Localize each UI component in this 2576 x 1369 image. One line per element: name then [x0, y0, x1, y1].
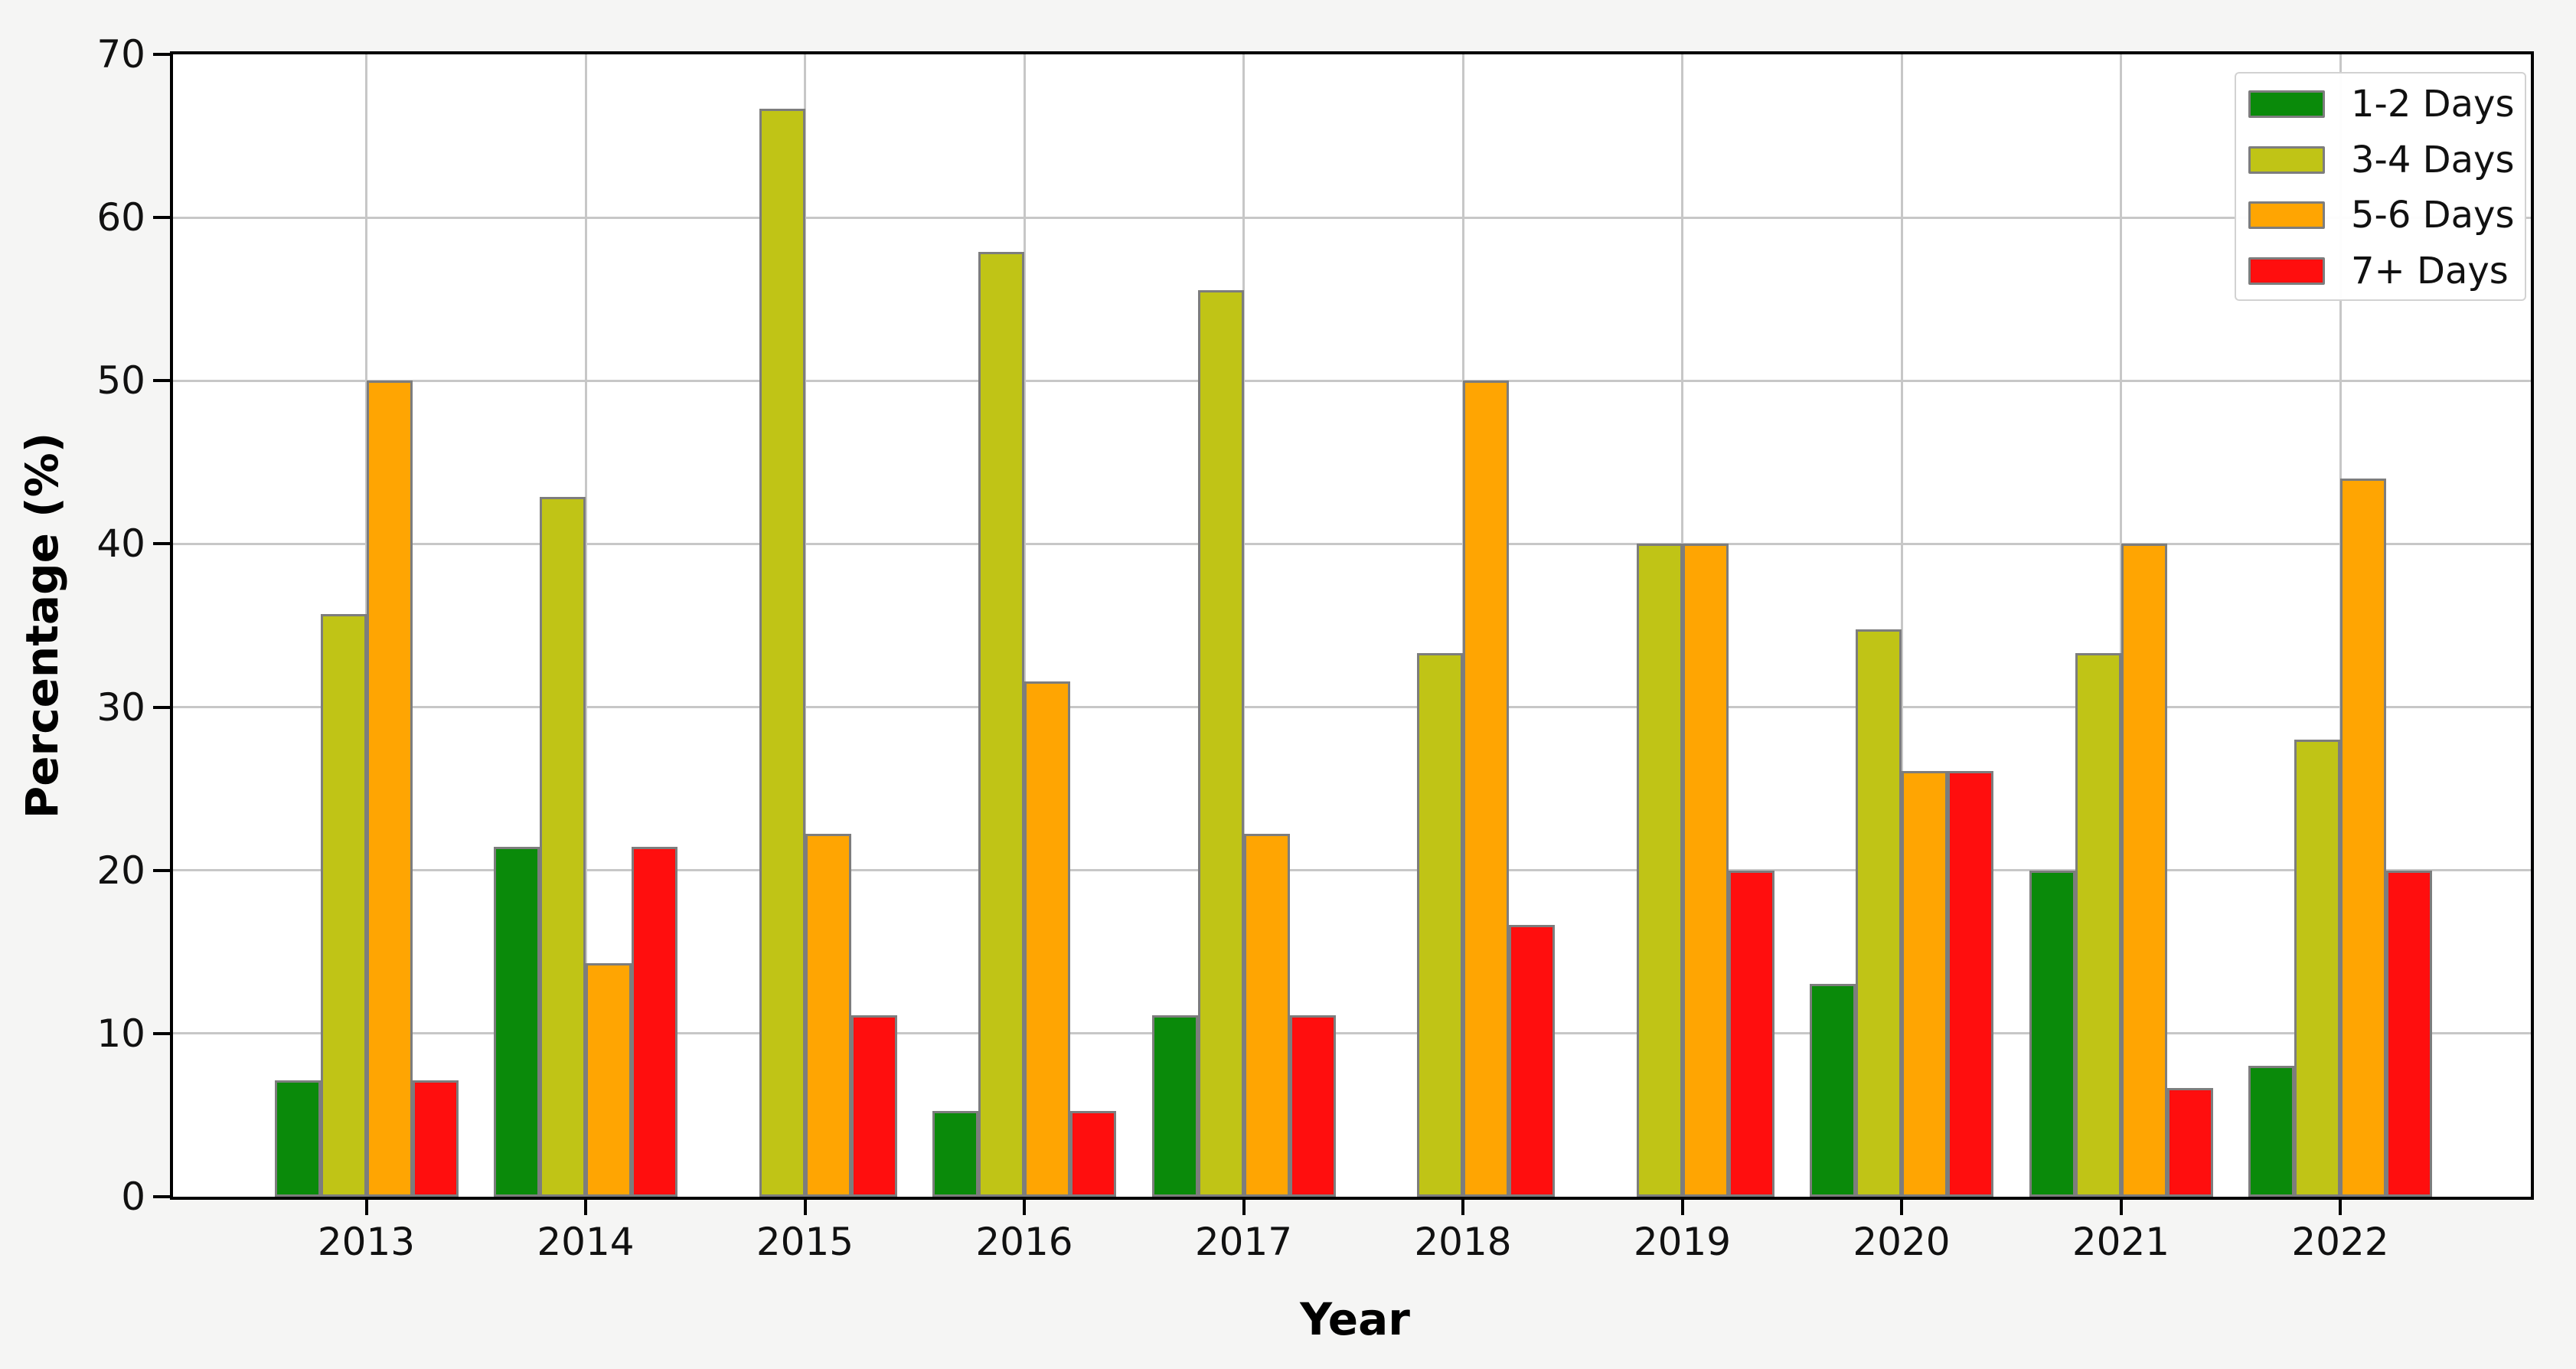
bar-2022-1-2-days: [2248, 1066, 2294, 1197]
bar-2014-5-6-days: [586, 963, 632, 1197]
y-tick-50: [153, 379, 170, 383]
y-tick-label-30: 30: [96, 684, 145, 730]
x-tick-label-2013: 2013: [317, 1220, 416, 1264]
x-tick-label-2014: 2014: [537, 1220, 635, 1264]
y-tick-label-70: 70: [96, 32, 145, 77]
x-tick-2021: [2119, 1200, 2123, 1215]
bar-2013-7-days: [412, 1080, 459, 1197]
gridline-y-60: [173, 216, 2531, 219]
bar-2018-5-6-days: [1463, 381, 1509, 1197]
gridline-x-2017: [1242, 54, 1245, 1197]
bar-2014-3-4-days: [540, 497, 586, 1197]
y-tick-60: [153, 216, 170, 220]
x-tick-label-2019: 2019: [1633, 1220, 1732, 1264]
y-tick-0: [153, 1195, 170, 1198]
gridline-x-2016: [1023, 54, 1026, 1197]
x-tick-2019: [1680, 1200, 1684, 1215]
x-tick-2017: [1242, 1200, 1246, 1215]
y-tick-30: [153, 705, 170, 709]
legend-swatch-1-2-days: [2248, 90, 2325, 118]
bar-2021-3-4-days: [2075, 653, 2121, 1197]
bar-2019-5-6-days: [1682, 544, 1729, 1197]
bar-2021-1-2-days: [2029, 871, 2075, 1197]
gridline-x-2015: [804, 54, 806, 1197]
y-tick-20: [153, 868, 170, 872]
bar-2020-7-days: [1948, 771, 1993, 1197]
legend: 1-2 Days 3-4 Days 5-6 Days 7+ Days: [2235, 72, 2526, 301]
x-tick-label-2017: 2017: [1194, 1220, 1293, 1264]
bar-2015-3-4-days: [759, 109, 805, 1197]
bar-2013-1-2-days: [274, 1080, 321, 1197]
y-tick-label-10: 10: [96, 1011, 145, 1056]
x-tick-label-2021: 2021: [2072, 1220, 2170, 1264]
bar-2019-7-days: [1728, 871, 1774, 1197]
gridline-x-2014: [584, 54, 587, 1197]
legend-swatch-5-6-days: [2248, 201, 2325, 229]
bar-2022-5-6-days: [2340, 479, 2386, 1197]
y-tick-label-20: 20: [96, 848, 145, 893]
bar-2016-3-4-days: [978, 252, 1024, 1197]
gridline-y-30: [173, 706, 2531, 709]
gridline-x-2020: [1900, 54, 1903, 1197]
x-axis-label: Year: [1300, 1293, 1410, 1345]
y-tick-label-60: 60: [96, 195, 145, 240]
y-tick-70: [153, 53, 170, 56]
y-tick-10: [153, 1031, 170, 1035]
plot-area: [170, 51, 2534, 1200]
bar-2013-3-4-days: [320, 614, 367, 1197]
bar-2017-3-4-days: [1197, 290, 1244, 1197]
bar-2016-5-6-days: [1024, 681, 1070, 1197]
x-tick-2016: [1023, 1200, 1026, 1215]
x-tick-label-2015: 2015: [756, 1220, 854, 1264]
x-tick-2020: [1900, 1200, 1903, 1215]
bar-2014-1-2-days: [494, 847, 540, 1197]
legend-swatch-7-days: [2248, 256, 2325, 285]
bar-2015-7-days: [851, 1015, 897, 1197]
bar-2020-1-2-days: [1810, 984, 1856, 1197]
x-tick-label-2022: 2022: [2291, 1220, 2389, 1264]
x-tick-2014: [584, 1200, 587, 1215]
x-tick-label-2018: 2018: [1414, 1220, 1512, 1264]
bar-2019-3-4-days: [1636, 544, 1683, 1197]
x-tick-2018: [1461, 1200, 1464, 1215]
gridline-y-50: [173, 379, 2531, 382]
y-tick-label-40: 40: [96, 521, 145, 567]
legend-label-1-2-days: 1-2 Days: [2351, 83, 2515, 126]
legend-swatch-3-4-days: [2248, 145, 2325, 174]
bar-2017-7-days: [1289, 1015, 1336, 1197]
bar-2016-1-2-days: [932, 1111, 978, 1197]
x-tick-label-2016: 2016: [975, 1220, 1073, 1264]
y-tick-label-50: 50: [96, 358, 145, 404]
x-tick-2022: [2339, 1200, 2342, 1215]
bar-2018-3-4-days: [1417, 653, 1463, 1197]
y-tick-40: [153, 542, 170, 546]
bar-2020-5-6-days: [1902, 771, 1948, 1197]
bar-2017-1-2-days: [1151, 1015, 1198, 1197]
x-tick-2013: [364, 1200, 368, 1215]
legend-label-7-days: 7+ Days: [2351, 249, 2509, 292]
bar-2021-7-days: [2166, 1088, 2213, 1197]
legend-label-3-4-days: 3-4 Days: [2351, 138, 2515, 181]
y-tick-label-0: 0: [121, 1175, 145, 1219]
bar-2021-5-6-days: [2121, 544, 2167, 1197]
gridline-y-40: [173, 542, 2531, 545]
gridline-y-10: [173, 1032, 2531, 1035]
bar-2015-5-6-days: [805, 834, 851, 1197]
x-tick-2015: [803, 1200, 807, 1215]
bar-2017-5-6-days: [1243, 834, 1290, 1197]
bar-2013-5-6-days: [366, 381, 413, 1197]
y-axis-label: Percentage (%): [16, 432, 68, 819]
bar-2014-7-days: [632, 847, 677, 1197]
x-tick-label-2020: 2020: [1853, 1220, 1951, 1264]
bar-2018-7-days: [1509, 925, 1555, 1197]
bar-2020-3-4-days: [1856, 629, 1902, 1197]
bar-2022-7-days: [2386, 871, 2432, 1197]
bar-2022-3-4-days: [2294, 740, 2340, 1197]
gridline-y-20: [173, 869, 2531, 872]
legend-label-5-6-days: 5-6 Days: [2351, 194, 2515, 237]
bar-2016-7-days: [1070, 1111, 1116, 1197]
